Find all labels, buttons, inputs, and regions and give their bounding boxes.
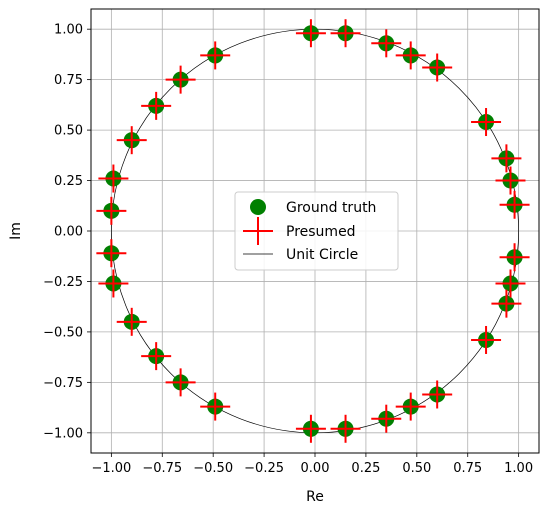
presumed-point	[422, 53, 453, 82]
legend-box	[234, 191, 399, 271]
legend-ground-truth-marker	[250, 199, 266, 215]
x-tick-label: −0.25	[244, 461, 284, 476]
x-tick-label: 0.50	[402, 461, 431, 476]
x-axis-ticks: −1.00 −0.75 −0.50 −0.25 0.00 0.25 0.50 0.75 1.00	[91, 453, 533, 476]
presumed-point	[330, 19, 361, 48]
y-tick-label: 0.75	[54, 73, 83, 88]
legend-presumed-label: Presumed	[286, 224, 356, 240]
presumed-point	[165, 65, 196, 94]
legend: Ground truth Presumed Unit Circle	[234, 191, 399, 271]
presumed-point	[200, 41, 231, 70]
presumed-point	[165, 368, 196, 397]
presumed-point	[395, 41, 426, 70]
presumed-point	[141, 91, 172, 120]
markers	[96, 19, 530, 443]
legend-unit-circle-label: Unit Circle	[286, 247, 358, 263]
x-tick-label: 0.00	[301, 461, 330, 476]
presumed-point	[491, 144, 522, 173]
y-tick-label: −0.50	[43, 325, 83, 340]
y-axis-label: Im	[8, 222, 24, 240]
y-tick-label: 0.50	[54, 124, 83, 139]
presumed-point	[371, 29, 402, 58]
presumed-point	[471, 325, 502, 354]
presumed-point	[471, 108, 502, 137]
presumed-point	[295, 414, 326, 443]
presumed-point	[371, 404, 402, 433]
x-axis-label: Re	[306, 489, 324, 505]
presumed-point	[96, 196, 127, 225]
x-tick-label: −0.75	[142, 461, 182, 476]
presumed-point	[141, 342, 172, 371]
x-tick-label: −1.00	[91, 461, 131, 476]
x-tick-label: 0.25	[351, 461, 380, 476]
presumed-point	[495, 269, 526, 298]
y-tick-label: 0.00	[54, 225, 83, 240]
presumed-point	[98, 269, 129, 298]
presumed-point	[422, 380, 453, 409]
presumed-point	[499, 243, 530, 272]
presumed-point	[495, 166, 526, 195]
presumed-point	[491, 289, 522, 318]
legend-ground-truth-label: Ground truth	[286, 200, 376, 216]
y-axis-ticks: −1.00 −0.75 −0.50 −0.25 0.00 0.25 0.50 0.75 1.00	[43, 23, 91, 441]
y-tick-label: −0.75	[43, 376, 83, 391]
y-tick-label: −0.25	[43, 275, 83, 290]
presumed-point	[295, 19, 326, 48]
presumed-point	[499, 190, 530, 219]
y-tick-label: 0.25	[54, 174, 83, 189]
presumed-point	[200, 392, 231, 421]
y-tick-label: −1.00	[43, 426, 83, 441]
presumed-point	[96, 239, 127, 268]
x-tick-label: −0.50	[193, 461, 233, 476]
x-tick-label: 1.00	[504, 461, 533, 476]
x-tick-label: 0.75	[453, 461, 482, 476]
y-tick-label: 1.00	[54, 23, 83, 38]
presumed-point	[330, 414, 361, 443]
presumed-point	[98, 164, 129, 193]
presumed-point	[116, 307, 147, 336]
presumed-point	[395, 392, 426, 421]
presumed-point	[116, 126, 147, 155]
